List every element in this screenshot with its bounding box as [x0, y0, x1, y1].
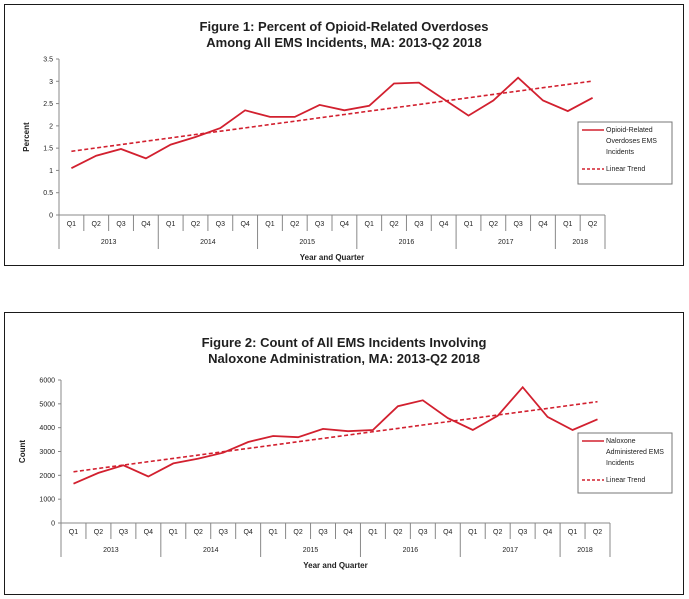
data-series-line [70, 76, 594, 170]
legend-entry-label: Naloxone [606, 438, 636, 445]
x-quarter-label: Q1 [67, 221, 76, 228]
x-quarter-label: Q1 [563, 221, 572, 228]
x-quarter-label: Q1 [268, 529, 277, 536]
y-axis-title: Percent [22, 122, 31, 152]
y-tick-label: 1 [49, 168, 53, 175]
figure-2-title-line-2: Naloxone Administration, MA: 2013-Q2 201… [208, 351, 480, 366]
x-quarter-label: Q3 [513, 221, 522, 228]
x-quarter-label: Q4 [343, 529, 352, 536]
data-series-line [73, 385, 598, 485]
legend-entry-label: Incidents [606, 460, 635, 467]
x-quarter-label: Q1 [468, 529, 477, 536]
x-quarter-label: Q4 [443, 529, 452, 536]
y-tick-label: 6000 [39, 378, 55, 385]
x-quarter-label: Q1 [69, 529, 78, 536]
x-year-label: 2016 [403, 547, 419, 554]
x-quarter-label: Q3 [116, 221, 125, 228]
linear-trend-line [73, 400, 598, 473]
figure-2-chart: 0 1000 2000 3000 4000 5000 6000 Count Q1 Q2 Q3 Q4 Q1… [18, 378, 673, 570]
legend-entry-label: Incidents [606, 149, 635, 156]
y-tick-label: 0.5 [43, 190, 53, 197]
x-year-label: 2017 [502, 547, 518, 554]
x-axis-title: Year and Quarter [300, 253, 364, 262]
y-tick-label: 2.5 [43, 101, 53, 108]
x-quarter-label: Q2 [588, 221, 597, 228]
x-quarter-label: Q3 [518, 529, 527, 536]
figure-2-panel: Figure 2: Count of All EMS Incidents Inv… [4, 312, 684, 595]
x-quarter-label: Q2 [94, 529, 103, 536]
x-quarter-label: Q4 [439, 221, 448, 228]
y-tick-label: 1.5 [43, 146, 53, 153]
x-quarter-label: Q1 [166, 221, 175, 228]
x-quarter-label: Q3 [418, 529, 427, 536]
x-year-label: 2018 [572, 239, 588, 246]
x-quarter-label: Q1 [265, 221, 274, 228]
legend-entry-label: Overdoses EMS [606, 138, 657, 145]
y-tick-label: 1000 [39, 497, 55, 504]
x-axis-title: Year and Quarter [303, 561, 367, 570]
legend-entry-label: Linear Trend [606, 477, 645, 484]
linear-trend-line [71, 80, 593, 153]
x-quarter-label: Q2 [191, 221, 200, 228]
figure-2-title: Figure 2: Count of All EMS Incidents Inv… [5, 335, 683, 367]
x-year-label: 2014 [200, 239, 216, 246]
x-quarter-label: Q1 [365, 221, 374, 228]
x-quarter-label: Q2 [493, 529, 502, 536]
x-quarter-label: Q2 [194, 529, 203, 536]
y-tick-label: 3 [49, 79, 53, 86]
legend-entry-label: Opioid-Related [606, 127, 653, 134]
y-tick-label: 5000 [39, 401, 55, 408]
figure-1-title: Figure 1: Percent of Opioid-Related Over… [5, 19, 683, 51]
x-year-label: 2014 [203, 547, 219, 554]
x-quarter-label: Q1 [169, 529, 178, 536]
x-quarter-label: Q2 [489, 221, 498, 228]
x-quarter-label: Q4 [340, 221, 349, 228]
x-quarter-label: Q2 [393, 529, 402, 536]
x-quarter-label: Q3 [216, 221, 225, 228]
x-quarter-label: Q3 [219, 529, 228, 536]
x-quarter-label: Q4 [538, 221, 547, 228]
legend-entry-label: Administered EMS [606, 449, 664, 456]
figure-1-panel: Figure 1: Percent of Opioid-Related Over… [4, 4, 684, 266]
y-tick-label: 3.5 [43, 57, 53, 64]
x-quarter-label: Q4 [243, 529, 252, 536]
x-quarter-label: Q3 [119, 529, 128, 536]
x-year-label: 2016 [399, 239, 415, 246]
x-year-label: 2013 [103, 547, 119, 554]
legend-entry-label: Linear Trend [606, 166, 645, 173]
legend-box [577, 121, 673, 185]
figure-2-title-line-1: Figure 2: Count of All EMS Incidents Inv… [201, 335, 487, 350]
x-year-label: 2017 [498, 239, 514, 246]
y-tick-label: 2000 [39, 473, 55, 480]
x-quarter-label: Q1 [464, 221, 473, 228]
x-year-label: 2013 [101, 239, 117, 246]
x-quarter-label: Q4 [144, 529, 153, 536]
x-quarter-label: Q2 [92, 221, 101, 228]
x-quarter-label: Q3 [315, 221, 324, 228]
legend-box [577, 432, 673, 494]
x-quarter-label: Q2 [290, 221, 299, 228]
x-quarter-label: Q4 [543, 529, 552, 536]
x-quarter-label: Q1 [368, 529, 377, 536]
y-tick-label: 2 [49, 123, 53, 130]
x-quarter-label: Q4 [240, 221, 249, 228]
x-quarter-label: Q2 [593, 529, 602, 536]
y-tick-label: 0 [51, 521, 55, 528]
y-tick-label: 0 [49, 213, 53, 220]
x-year-label: 2015 [299, 239, 315, 246]
x-quarter-label: Q4 [141, 221, 150, 228]
figure-1-title-line-1: Figure 1: Percent of Opioid-Related Over… [199, 19, 489, 34]
x-quarter-label: Q3 [414, 221, 423, 228]
x-year-label: 2015 [303, 547, 319, 554]
y-tick-label: 4000 [39, 425, 55, 432]
figure-1-title-line-2: Among All EMS Incidents, MA: 2013-Q2 201… [206, 35, 482, 50]
y-axis-title: Count [18, 440, 27, 463]
x-quarter-label: Q2 [389, 221, 398, 228]
x-quarter-label: Q3 [318, 529, 327, 536]
x-year-label: 2018 [577, 547, 593, 554]
figure-1-chart: 0 0.5 1 1.5 2 2.5 3 3.5 Percent Q1 Q2 Q3 Q4 Q1 Q2 Q3 Q4 Q… [22, 57, 673, 262]
y-tick-label: 3000 [39, 449, 55, 456]
x-quarter-label: Q1 [568, 529, 577, 536]
x-quarter-label: Q2 [293, 529, 302, 536]
